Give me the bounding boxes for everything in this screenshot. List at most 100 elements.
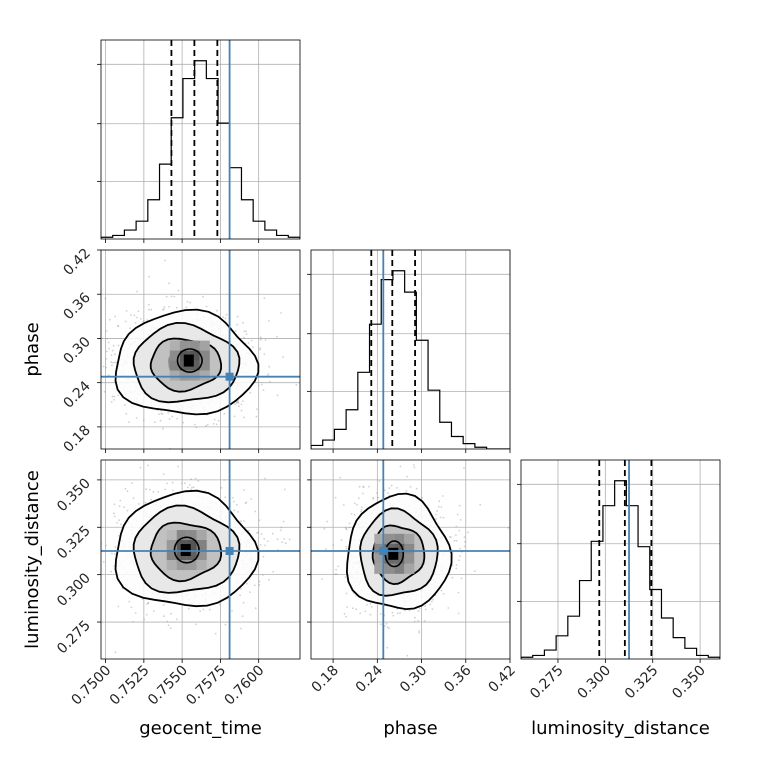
sample-point xyxy=(258,519,261,522)
sample-point xyxy=(387,492,389,495)
sample-point xyxy=(453,539,456,542)
sample-point xyxy=(372,498,374,500)
sample-point xyxy=(111,395,114,398)
sample-point xyxy=(325,548,327,550)
sample-point xyxy=(224,496,227,499)
sample-point xyxy=(118,505,121,508)
sample-point xyxy=(353,502,356,505)
density-cell xyxy=(199,340,210,351)
sample-point xyxy=(245,330,248,333)
density-cell xyxy=(169,340,180,351)
sample-point xyxy=(283,488,286,491)
sample-point xyxy=(110,361,113,364)
sample-point xyxy=(142,419,145,422)
sample-point xyxy=(438,500,441,503)
sample-point xyxy=(105,350,108,353)
sample-point xyxy=(241,400,244,402)
sample-point xyxy=(117,394,120,397)
sample-point xyxy=(268,578,270,581)
sample-point xyxy=(170,612,172,615)
sample-point xyxy=(82,369,84,371)
density-cell xyxy=(186,560,197,571)
sample-point xyxy=(264,544,266,547)
sample-point xyxy=(429,603,432,606)
sample-point xyxy=(103,390,106,393)
density-cell xyxy=(186,540,197,551)
sample-point xyxy=(114,353,116,356)
sample-point xyxy=(135,417,138,419)
sample-point xyxy=(281,541,283,543)
panel-frame xyxy=(100,459,301,660)
sample-point xyxy=(240,403,243,406)
sample-point xyxy=(280,312,282,314)
sample-point xyxy=(213,418,216,421)
x-tick-label: 0.300 xyxy=(575,663,615,703)
sample-point xyxy=(222,316,225,319)
sample-point xyxy=(237,511,240,513)
panel-frame xyxy=(100,249,301,450)
sample-point xyxy=(237,401,240,404)
x-tick-label: 0.7600 xyxy=(222,663,268,709)
sample-point xyxy=(231,609,233,612)
sample-point xyxy=(116,521,118,524)
sample-point xyxy=(243,489,245,491)
sample-point xyxy=(130,606,133,609)
sample-point xyxy=(160,412,163,415)
sample-point xyxy=(423,620,426,622)
sample-point xyxy=(239,587,242,590)
sample-point xyxy=(247,529,250,532)
sample-point xyxy=(418,607,421,610)
sample-point xyxy=(249,591,252,594)
sample-point xyxy=(355,608,358,611)
sample-point xyxy=(479,503,482,506)
y-tick-label: 0.36 xyxy=(60,290,93,323)
density-cell xyxy=(199,370,210,381)
sample-point xyxy=(110,354,113,356)
sample-point xyxy=(455,564,458,566)
density-cell xyxy=(404,533,415,544)
sample-point xyxy=(224,317,227,320)
truth-marker xyxy=(379,546,388,555)
sample-point xyxy=(418,630,420,632)
sample-point xyxy=(92,391,94,393)
sample-point xyxy=(380,623,382,626)
sample-point xyxy=(339,476,342,479)
sample-point xyxy=(147,464,150,467)
sample-point xyxy=(353,513,356,516)
sample-point xyxy=(98,602,100,604)
sample-point xyxy=(216,309,218,312)
sample-point xyxy=(346,606,348,608)
y-tick-label: 0.350 xyxy=(54,475,94,515)
sample-point xyxy=(188,484,191,486)
sample-point xyxy=(447,607,450,609)
sample-point xyxy=(162,427,164,430)
y-tick-label: 0.325 xyxy=(54,523,94,563)
sample-point xyxy=(350,513,353,515)
sample-point xyxy=(162,308,165,311)
sample-point xyxy=(190,488,192,491)
sample-point xyxy=(168,282,171,285)
y-tick-label: 0.18 xyxy=(60,422,93,455)
sample-point xyxy=(242,601,245,604)
panel-frame xyxy=(100,39,301,240)
sample-point xyxy=(110,401,113,403)
sample-point xyxy=(171,415,174,418)
sample-point xyxy=(413,466,416,469)
sample-point xyxy=(276,394,279,397)
sample-point xyxy=(417,610,420,613)
sample-point xyxy=(187,607,190,610)
sample-point xyxy=(123,506,125,509)
sample-point xyxy=(191,486,193,489)
sample-point xyxy=(167,624,170,627)
sample-point xyxy=(360,508,363,511)
density-cell xyxy=(189,360,200,371)
hist-panel-luminosity_distance xyxy=(517,459,721,663)
sample-point xyxy=(150,308,153,311)
y-tick-label: 0.24 xyxy=(60,378,93,411)
sample-point xyxy=(250,498,253,500)
sample-point xyxy=(263,537,266,540)
panel-content xyxy=(311,460,510,659)
sample-point xyxy=(165,295,168,298)
sample-point xyxy=(364,610,367,613)
sample-point xyxy=(435,518,437,520)
